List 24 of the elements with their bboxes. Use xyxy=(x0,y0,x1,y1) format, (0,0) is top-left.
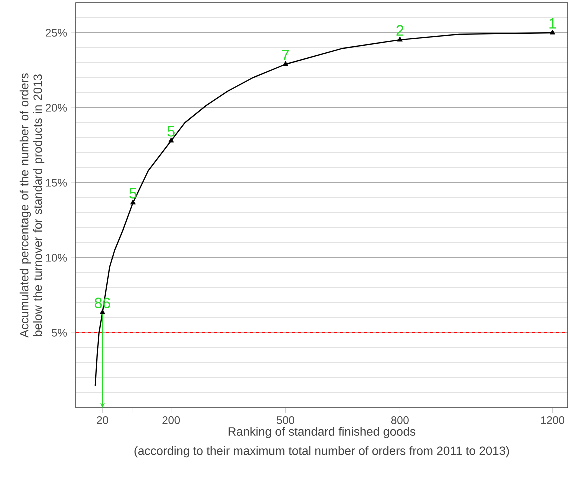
x-tick-label: 200 xyxy=(162,416,180,424)
y-tick-label: 15% xyxy=(46,179,68,187)
point xyxy=(550,30,556,35)
x-tick-label: 20 xyxy=(97,416,108,424)
point xyxy=(168,138,174,143)
x-tick-label: 800 xyxy=(391,416,409,424)
text: (according to their maximum total number of orders from 2011 to 2013) xyxy=(134,446,510,458)
y-tick-label: 10% xyxy=(46,254,68,262)
y-tick-label: 25% xyxy=(46,29,68,37)
annotation: 1 xyxy=(550,18,556,29)
annotation: 7 xyxy=(282,50,290,60)
y-tick-label: 5% xyxy=(52,329,68,337)
x-tick-label: 1200 xyxy=(541,416,565,424)
point xyxy=(100,310,106,314)
point xyxy=(282,61,289,66)
point xyxy=(130,200,136,205)
annotation: 2 xyxy=(396,25,404,36)
y-axis-title: Accumulated percentage of the number of orders below the turnover for standard products in 2013 xyxy=(20,74,45,338)
annotation: 5 xyxy=(130,188,137,199)
annotation: 5 xyxy=(168,126,175,137)
x-axis-title: Ranking of standard finished goods xyxy=(228,427,416,438)
x-tick-label: 500 xyxy=(277,416,295,424)
y-tick-label: 20% xyxy=(46,104,68,112)
point xyxy=(397,36,403,42)
